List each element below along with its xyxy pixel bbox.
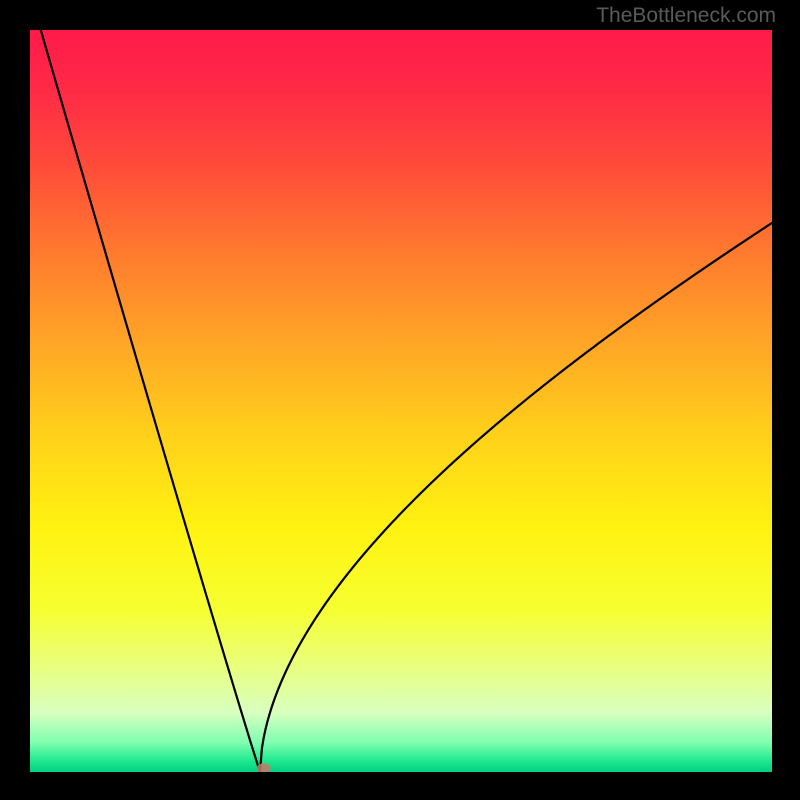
plot-area [30,30,772,772]
min-marker [257,763,271,772]
watermark-text: TheBottleneck.com [596,4,776,28]
chart-container: TheBottleneck.com [0,0,800,800]
bottleneck-curve [30,30,772,772]
curve-layer [30,30,772,772]
